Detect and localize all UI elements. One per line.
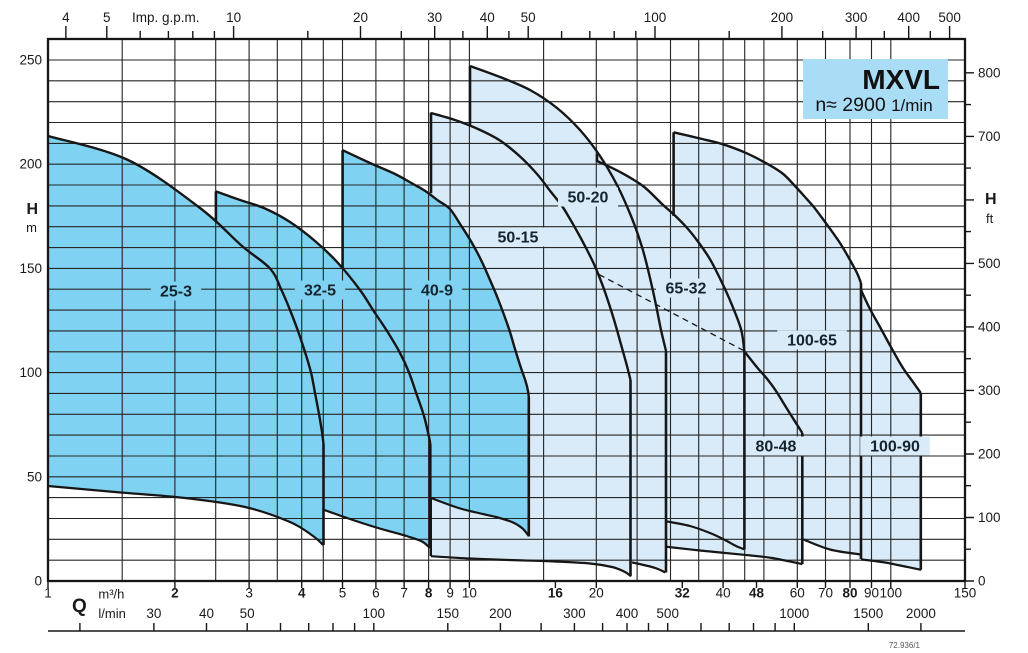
svg-text:150: 150: [437, 606, 460, 621]
svg-text:4: 4: [62, 10, 70, 25]
svg-text:100-65: 100-65: [787, 333, 837, 350]
svg-text:30: 30: [427, 10, 442, 25]
svg-text:500: 500: [938, 10, 961, 25]
svg-text:Q: Q: [72, 596, 87, 617]
svg-text:500: 500: [978, 256, 1001, 271]
svg-text:10: 10: [226, 10, 241, 25]
svg-text:50-15: 50-15: [498, 230, 539, 247]
svg-text:400: 400: [978, 319, 1001, 334]
svg-text:200: 200: [978, 447, 1001, 462]
svg-text:3: 3: [245, 586, 253, 601]
svg-text:9: 9: [446, 586, 454, 601]
svg-text:40: 40: [716, 586, 731, 601]
svg-text:2000: 2000: [906, 606, 936, 621]
svg-text:400: 400: [897, 10, 920, 25]
svg-text:150: 150: [19, 261, 42, 276]
svg-text:40: 40: [480, 10, 495, 25]
svg-text:400: 400: [616, 606, 639, 621]
svg-text:300: 300: [978, 383, 1001, 398]
svg-text:30: 30: [146, 606, 161, 621]
svg-text:60: 60: [790, 586, 805, 601]
svg-text:80: 80: [842, 586, 857, 601]
svg-text:10: 10: [462, 586, 477, 601]
svg-text:5: 5: [339, 586, 347, 601]
svg-text:7: 7: [400, 586, 408, 601]
svg-text:100-90: 100-90: [870, 439, 920, 456]
svg-text:8: 8: [425, 586, 433, 601]
svg-text:80-48: 80-48: [756, 439, 797, 456]
svg-text:50: 50: [27, 469, 42, 484]
svg-text:90: 90: [864, 586, 879, 601]
svg-text:5: 5: [103, 10, 111, 25]
svg-text:100: 100: [978, 510, 1001, 525]
svg-text:300: 300: [845, 10, 868, 25]
svg-text:16: 16: [548, 586, 564, 601]
svg-text:20: 20: [589, 586, 604, 601]
svg-text:150: 150: [954, 586, 977, 601]
svg-text:2: 2: [171, 586, 179, 601]
svg-text:100: 100: [644, 10, 667, 25]
svg-text:H: H: [26, 201, 38, 218]
svg-text:50: 50: [521, 10, 536, 25]
svg-text:200: 200: [489, 606, 512, 621]
svg-text:1000: 1000: [779, 606, 809, 621]
svg-text:100: 100: [19, 365, 42, 380]
svg-text:32: 32: [675, 586, 690, 601]
svg-text:m³/h: m³/h: [98, 587, 124, 602]
svg-text:1: 1: [44, 586, 52, 601]
svg-text:65-32: 65-32: [666, 281, 707, 298]
svg-text:ft: ft: [986, 211, 994, 226]
svg-text:6: 6: [372, 586, 380, 601]
svg-text:40: 40: [199, 606, 214, 621]
svg-text:300: 300: [563, 606, 586, 621]
svg-text:200: 200: [19, 157, 42, 172]
svg-text:20: 20: [353, 10, 368, 25]
svg-text:700: 700: [978, 129, 1001, 144]
svg-text:H: H: [985, 191, 997, 208]
svg-text:25-3: 25-3: [160, 284, 192, 301]
svg-text:Imp. g.p.m.: Imp. g.p.m.: [132, 10, 200, 25]
svg-text:40-9: 40-9: [421, 283, 453, 300]
svg-text:800: 800: [978, 65, 1001, 80]
svg-text:0: 0: [978, 574, 986, 589]
svg-text:500: 500: [656, 606, 679, 621]
svg-text:MXVL: MXVL: [862, 64, 940, 95]
svg-text:48: 48: [749, 586, 765, 601]
svg-text:70: 70: [818, 586, 833, 601]
svg-text:0: 0: [34, 574, 42, 589]
svg-text:100: 100: [880, 586, 903, 601]
svg-text:50: 50: [240, 606, 255, 621]
svg-text:250: 250: [19, 53, 42, 68]
svg-text:4: 4: [298, 586, 306, 601]
svg-text:l/min: l/min: [98, 606, 125, 621]
svg-text:200: 200: [771, 10, 794, 25]
svg-text:100: 100: [363, 606, 386, 621]
svg-text:32-5: 32-5: [304, 283, 336, 300]
svg-text:1500: 1500: [853, 606, 883, 621]
svg-text:n≈ 2900 1/min: n≈ 2900 1/min: [815, 94, 932, 116]
svg-text:50-20: 50-20: [568, 190, 609, 207]
svg-text:m: m: [26, 220, 37, 235]
svg-text:72.936/1: 72.936/1: [889, 641, 921, 650]
